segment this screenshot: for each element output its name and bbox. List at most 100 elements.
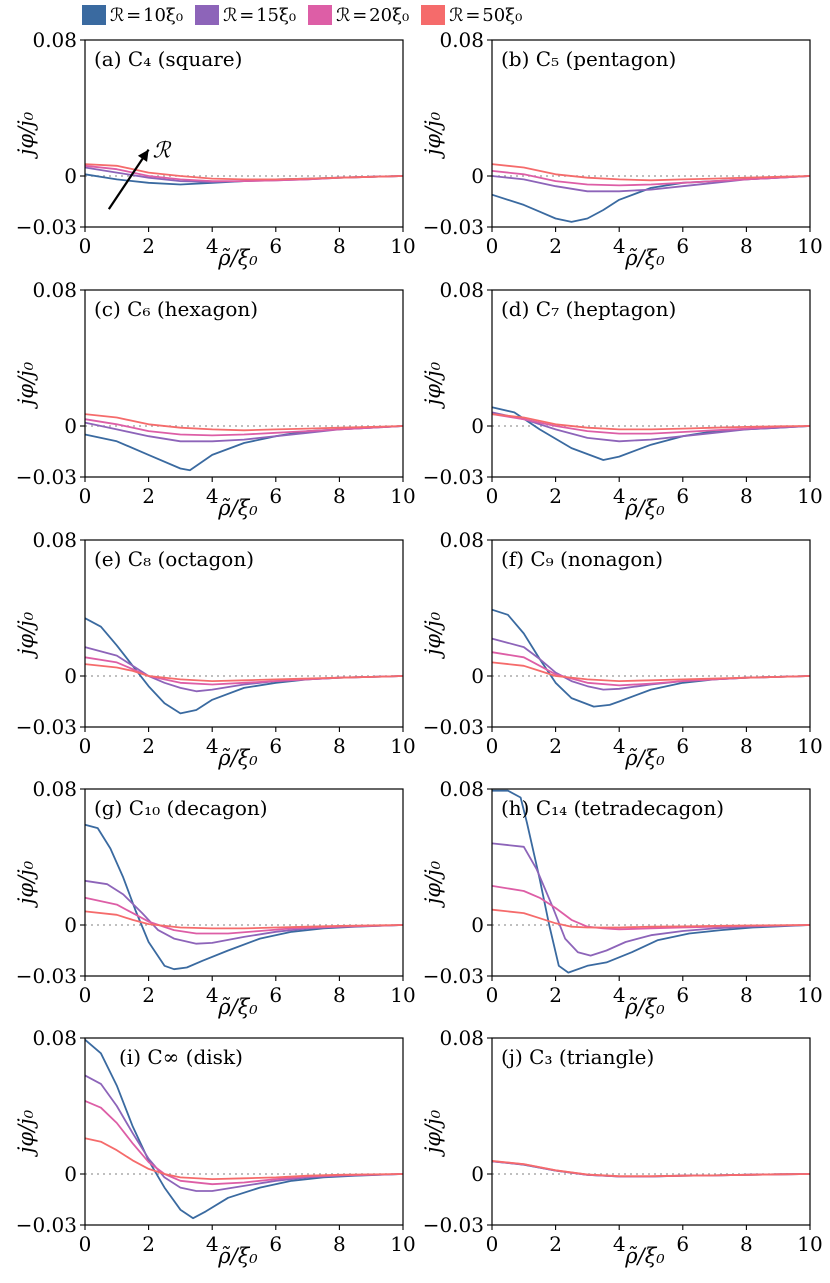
x-tick-label: 0 xyxy=(486,734,499,758)
series-line-2 xyxy=(84,1074,404,1192)
x-axis-label: ρ̃/ξ₀ xyxy=(217,1244,258,1268)
y-tick-label: 0 xyxy=(471,664,484,688)
y-tick-label: −0.03 xyxy=(423,715,484,739)
y-axis-label: jφ/j₀ xyxy=(14,111,38,159)
series-line-1 xyxy=(84,1039,404,1220)
x-tick-label: 10 xyxy=(797,1232,822,1256)
plot-frame xyxy=(84,289,404,478)
x-tick-label: 0 xyxy=(79,234,92,258)
y-axis-label: jφ/j₀ xyxy=(421,361,445,409)
legend-item-r10: ℛ = 10ξ₀ xyxy=(82,5,183,26)
y-tick-label: 0.08 xyxy=(32,528,77,552)
plot-frame xyxy=(491,39,811,228)
x-tick-label: 10 xyxy=(797,484,822,508)
y-tick-label: −0.03 xyxy=(16,215,77,239)
legend-swatch-r20 xyxy=(308,5,333,25)
legend-item-r15: ℛ = 15ξ₀ xyxy=(195,5,296,26)
y-tick-label: 0 xyxy=(471,913,484,937)
series-line-4 xyxy=(84,413,404,432)
legend-label-r50: ℛ = 50ξ₀ xyxy=(449,4,523,26)
y-tick-label: 0.08 xyxy=(439,528,484,552)
legend-label-r15: ℛ = 15ξ₀ xyxy=(223,4,297,26)
x-tick-label: 8 xyxy=(333,1232,346,1256)
x-axis-label: ρ̃/ξ₀ xyxy=(217,746,258,770)
x-axis-label: ρ̃/ξ₀ xyxy=(624,1244,665,1268)
y-axis-label: jφ/j₀ xyxy=(421,860,445,908)
x-tick-label: 4 xyxy=(613,983,626,1007)
x-tick-label: 2 xyxy=(142,1232,155,1256)
x-axis-label: ρ̃/ξ₀ xyxy=(624,746,665,770)
y-tick-label: 0 xyxy=(64,164,77,188)
x-tick-label: 2 xyxy=(142,983,155,1007)
series-line-4 xyxy=(491,163,811,182)
x-tick-label: 8 xyxy=(333,734,346,758)
x-axis-label: ρ̃/ξ₀ xyxy=(624,496,665,520)
y-tick-label: −0.03 xyxy=(16,465,77,489)
y-tick-label: 0.08 xyxy=(439,1026,484,1050)
y-tick-label: −0.03 xyxy=(423,964,484,988)
legend-item-r20: ℛ = 20ξ₀ xyxy=(308,5,409,26)
x-tick-label: 10 xyxy=(797,234,822,258)
x-tick-label: 4 xyxy=(613,734,626,758)
legend: ℛ = 10ξ₀ ℛ = 15ξ₀ ℛ = 20ξ₀ ℛ = 50ξ₀ xyxy=(82,2,522,28)
x-tick-label: 6 xyxy=(269,983,282,1007)
x-tick-label: 8 xyxy=(740,734,753,758)
y-axis-label: jφ/j₀ xyxy=(421,611,445,659)
y-tick-label: −0.03 xyxy=(16,715,77,739)
x-tick-label: 10 xyxy=(797,734,822,758)
x-tick-label: 6 xyxy=(676,983,689,1007)
legend-label-r10: ℛ = 10ξ₀ xyxy=(110,4,184,26)
y-tick-label: 0 xyxy=(64,913,77,937)
panel-title: (j) C₃ (triangle) xyxy=(501,1045,654,1069)
y-tick-label: 0 xyxy=(471,414,484,438)
x-tick-label: 6 xyxy=(269,1232,282,1256)
y-axis-label: jφ/j₀ xyxy=(14,361,38,409)
series-line-2 xyxy=(491,637,811,691)
x-tick-label: 2 xyxy=(549,234,562,258)
x-tick-label: 0 xyxy=(79,1232,92,1256)
y-tick-label: −0.03 xyxy=(16,1213,77,1237)
plot-frame xyxy=(84,539,404,728)
x-tick-label: 8 xyxy=(333,983,346,1007)
x-tick-label: 0 xyxy=(486,484,499,508)
x-tick-label: 4 xyxy=(206,983,219,1007)
plot-frame xyxy=(491,788,811,977)
x-tick-label: 4 xyxy=(206,1232,219,1256)
series-line-4 xyxy=(84,163,404,181)
legend-label-r20: ℛ = 20ξ₀ xyxy=(336,4,410,26)
x-tick-label: 2 xyxy=(549,734,562,758)
series-line-3 xyxy=(84,1100,404,1186)
y-tick-label: 0 xyxy=(471,1162,484,1186)
annotation-arrow-head xyxy=(137,149,149,162)
y-tick-label: 0.08 xyxy=(439,278,484,302)
series-line-4 xyxy=(491,413,811,431)
y-axis-label: jφ/j₀ xyxy=(421,1109,445,1157)
panel-title: (b) C₅ (pentagon) xyxy=(501,47,676,71)
x-tick-label: 6 xyxy=(676,484,689,508)
plot-frame xyxy=(491,289,811,478)
x-tick-label: 4 xyxy=(206,734,219,758)
y-tick-label: 0 xyxy=(64,414,77,438)
x-tick-label: 2 xyxy=(142,234,155,258)
y-tick-label: −0.03 xyxy=(16,964,77,988)
y-axis-label: jφ/j₀ xyxy=(14,611,38,659)
series-line-3 xyxy=(84,418,404,437)
series-line-1 xyxy=(84,823,404,971)
series-line-3 xyxy=(491,413,811,435)
series-line-4 xyxy=(491,908,811,929)
x-tick-label: 0 xyxy=(486,234,499,258)
plot-frame xyxy=(491,539,811,728)
series-line-4 xyxy=(84,663,404,682)
x-tick-label: 4 xyxy=(613,484,626,508)
y-axis-label: jφ/j₀ xyxy=(14,1109,38,1157)
y-axis-label: jφ/j₀ xyxy=(421,111,445,159)
y-tick-label: 0 xyxy=(64,664,77,688)
legend-swatch-r50 xyxy=(421,5,446,25)
x-tick-label: 0 xyxy=(79,484,92,508)
x-tick-label: 0 xyxy=(486,983,499,1007)
